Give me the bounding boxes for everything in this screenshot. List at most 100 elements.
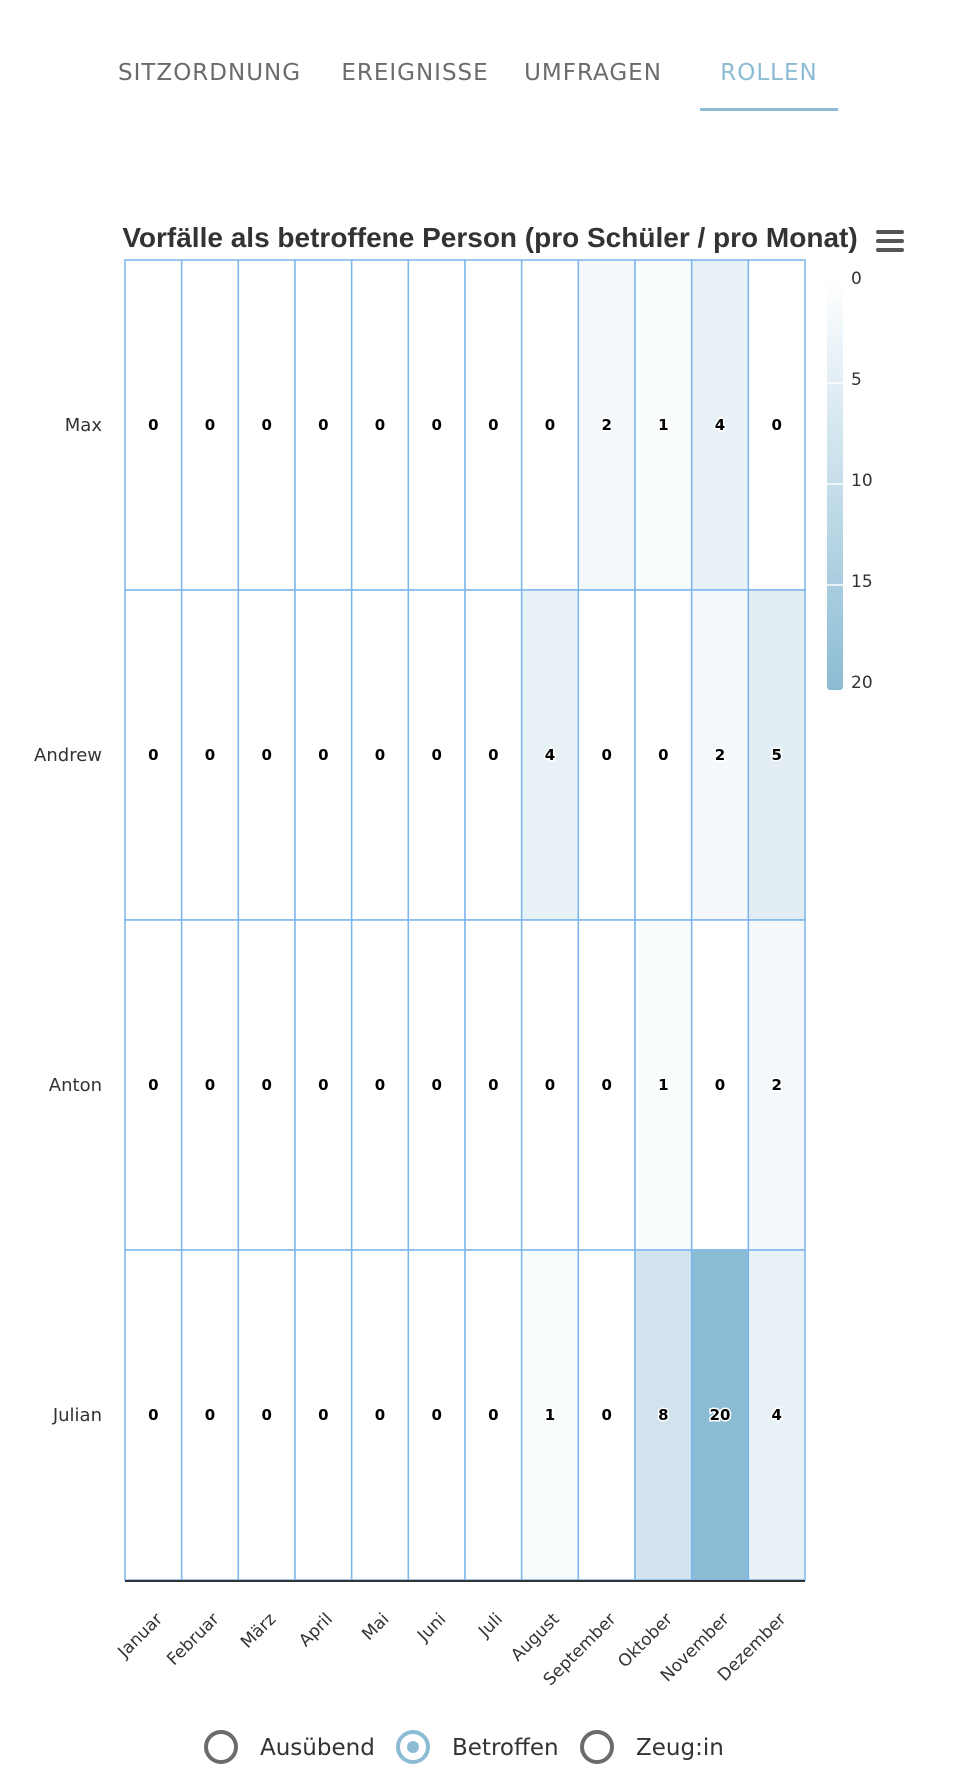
data-label: 0 [205,1406,215,1424]
heatmap-cell [407,589,466,921]
data-label: 0 [148,1076,158,1094]
color-axis-tick-label: 20 [851,673,873,693]
radio-label: Betroffen [452,1735,559,1761]
data-label: 0 [545,416,555,434]
y-tick-label: Julian [52,1405,102,1426]
data-label: 0 [431,746,441,764]
heatmap-cell [464,1249,523,1581]
heatmap-cell [407,919,466,1251]
data-label: 0 [601,1076,611,1094]
data-label: 0 [658,746,668,764]
data-label: 0 [261,1406,271,1424]
heatmap-cell [747,589,806,921]
data-label: 0 [375,1076,385,1094]
tab-umfragen[interactable]: UMFRAGEN [524,60,662,86]
radio-circle[interactable] [204,1730,238,1764]
heatmap-cell [180,1249,240,1581]
data-label: 0 [261,746,271,764]
tab-sitzordnung[interactable]: SITZORDNUNG [118,60,302,86]
data-label: 0 [715,1076,725,1094]
heatmap-cell [124,919,183,1251]
x-tick-label: Februar [163,1609,223,1669]
data-label: 1 [658,1076,668,1094]
heatmap-cell [690,919,750,1251]
data-label: 0 [148,1406,158,1424]
x-tick-label: Januar [114,1609,167,1662]
tab-bar: SITZORDNUNG EREIGNISSE UMFRAGEN ROLLEN [0,0,968,120]
data-label: 0 [488,1406,498,1424]
data-label: 0 [205,746,215,764]
data-label: 0 [148,416,158,434]
data-label: 0 [488,416,498,434]
heatmap-cell [180,589,240,921]
data-label: 0 [601,746,611,764]
x-tick-label: April [295,1609,337,1651]
heatmap-cell [520,1249,580,1581]
heatmap-cell [350,259,410,591]
color-axis-tick-label: 10 [851,471,873,491]
tab-ereignisse[interactable]: EREIGNISSE [341,60,489,86]
x-tick-label: August [507,1609,563,1665]
color-axis-tick-label: 15 [851,572,873,592]
color-axis-tick-label: 0 [851,269,862,289]
heatmap-cell [464,919,523,1251]
heatmap-cell [577,259,636,591]
data-label: 0 [431,416,441,434]
data-label: 0 [318,746,328,764]
data-label: 0 [375,746,385,764]
data-label: 2 [771,1076,781,1094]
data-label: 0 [318,1076,328,1094]
data-label: 0 [261,416,271,434]
heatmap-cell [634,1249,693,1581]
data-label: 0 [431,1076,441,1094]
y-tick-label: Andrew [34,745,102,766]
radio-circle[interactable] [396,1730,430,1764]
radio-label: Zeug:in [636,1735,724,1761]
data-label: 1 [658,416,668,434]
role-radio-group: Ausübend Betroffen Zeug:in [0,1722,968,1778]
heatmap-cell [237,919,296,1251]
chart-title: Vorfälle als betroffene Person (pro Schü… [122,222,858,253]
x-tick-label: Mai [358,1609,393,1644]
data-label: 0 [375,1406,385,1424]
heatmap-cell [124,259,183,591]
data-label: 8 [658,1406,668,1424]
heatmap-cell [237,1249,296,1581]
data-label: 2 [601,416,611,434]
data-label: 0 [375,416,385,434]
data-label: 4 [771,1406,781,1424]
y-tick-label: Max [65,415,103,436]
data-label: 20 [710,1406,731,1424]
data-label: 0 [431,1406,441,1424]
x-tick-label: Juli [474,1609,507,1642]
tab-rollen[interactable]: ROLLEN [720,60,818,86]
data-label: 4 [715,416,725,434]
heatmap-cell [634,589,693,921]
data-label: 4 [545,746,555,764]
data-label: 0 [205,416,215,434]
heatmap-cell [520,259,580,591]
heatmap-cell [634,259,693,591]
heatmap-cell [634,919,693,1251]
data-label: 0 [545,1076,555,1094]
data-label: 0 [205,1076,215,1094]
data-label: 0 [318,1406,328,1424]
x-tick-label: Juni [413,1609,450,1646]
data-label: 0 [148,746,158,764]
heatmap-cell [294,589,353,921]
heatmap-cell [294,1249,353,1581]
data-label: 2 [715,746,725,764]
radio-label: Ausübend [260,1735,375,1761]
heatmap-cell [577,919,636,1251]
x-tick-label: März [237,1609,280,1652]
data-label: 0 [488,1076,498,1094]
chart-menu-icon[interactable] [876,230,906,256]
heatmap-cell [520,589,580,921]
color-axis-tick-label: 5 [851,370,862,390]
data-label: 0 [601,1406,611,1424]
radio-circle[interactable] [580,1730,614,1764]
active-tab-indicator [700,108,838,111]
data-label: 5 [771,746,781,764]
heatmap-chart: 0 0 0 0 0 0 0 0 2 1 4 00 0 0 0 0 0 0 4 0 0 2 50 0 0 0 0 0 0 0 0 1 0 20 0 0 0… [34,259,873,1690]
data-label: 0 [261,1076,271,1094]
